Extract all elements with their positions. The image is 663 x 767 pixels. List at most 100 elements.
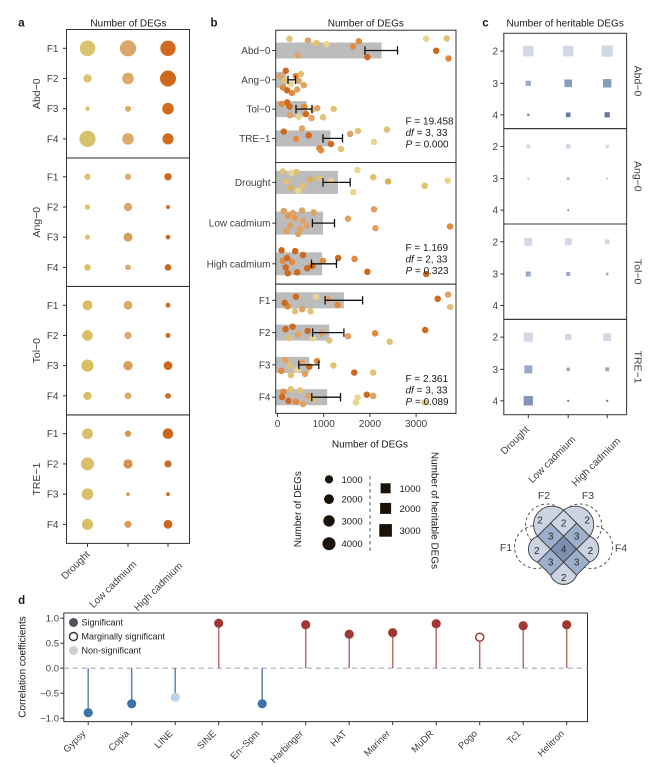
svg-text:F1: F1 — [47, 429, 59, 440]
svg-text:F3: F3 — [47, 361, 59, 372]
svg-text:0: 0 — [275, 419, 281, 430]
svg-text:0.0: 0.0 — [46, 664, 59, 675]
svg-text:Number of DEGs: Number of DEGs — [90, 19, 166, 30]
svg-text:a: a — [18, 17, 25, 29]
svg-text:P = 0.000: P = 0.000 — [406, 140, 450, 151]
svg-text:df = 3, 33: df = 3, 33 — [406, 128, 448, 139]
svg-text:2: 2 — [492, 47, 498, 58]
svg-text:2: 2 — [492, 237, 498, 248]
svg-text:TRE−1: TRE−1 — [31, 463, 43, 496]
svg-text:4000: 4000 — [342, 539, 363, 550]
svg-text:d: d — [18, 595, 25, 607]
svg-text:F1: F1 — [500, 542, 512, 554]
svg-text:F = 19.458: F = 19.458 — [406, 117, 455, 128]
svg-text:Abd−0: Abd−0 — [632, 66, 644, 97]
svg-text:2000: 2000 — [359, 419, 382, 430]
svg-text:F2: F2 — [47, 202, 59, 213]
svg-text:Tol−0: Tol−0 — [246, 105, 271, 116]
svg-text:F2: F2 — [47, 331, 59, 342]
svg-text:Low cadmium: Low cadmium — [209, 219, 271, 230]
svg-text:Number of DEGs: Number of DEGs — [332, 440, 408, 451]
svg-text:3: 3 — [492, 365, 498, 376]
svg-text:High cadmium: High cadmium — [207, 259, 271, 270]
svg-text:4: 4 — [492, 110, 498, 121]
svg-text:F3: F3 — [582, 490, 594, 502]
svg-text:2: 2 — [584, 516, 590, 527]
svg-text:F1: F1 — [47, 172, 59, 183]
svg-text:F4: F4 — [47, 391, 59, 402]
svg-text:b: b — [210, 17, 217, 29]
svg-text:4: 4 — [492, 396, 498, 407]
svg-text:Significant: Significant — [82, 618, 124, 628]
svg-text:F3: F3 — [47, 104, 59, 115]
svg-text:Abd−0: Abd−0 — [241, 46, 271, 57]
svg-text:1000: 1000 — [400, 484, 421, 495]
svg-text:3000: 3000 — [342, 516, 363, 527]
svg-text:Correlation coefficients: Correlation coefficients — [18, 616, 29, 718]
svg-text:Ang−0: Ang−0 — [31, 207, 43, 238]
svg-text:F4: F4 — [259, 393, 271, 404]
svg-text:F4: F4 — [47, 134, 59, 145]
svg-text:Drought: Drought — [235, 178, 271, 189]
svg-text:F2: F2 — [47, 459, 59, 470]
svg-text:Marginally significant: Marginally significant — [82, 632, 166, 642]
svg-text:2: 2 — [492, 333, 498, 344]
svg-text:c: c — [482, 17, 489, 29]
svg-text:−0.5: −0.5 — [40, 689, 59, 700]
svg-text:Abd−0: Abd−0 — [31, 78, 43, 109]
svg-text:F1: F1 — [259, 296, 271, 307]
svg-text:2: 2 — [534, 546, 540, 557]
svg-text:TRE−1: TRE−1 — [632, 351, 644, 384]
svg-text:2: 2 — [561, 573, 567, 584]
svg-text:F4: F4 — [615, 543, 627, 555]
svg-text:4: 4 — [492, 206, 498, 217]
svg-text:1.0: 1.0 — [46, 614, 59, 625]
svg-text:Ang−0: Ang−0 — [241, 75, 271, 86]
svg-text:3: 3 — [548, 532, 554, 543]
svg-text:2: 2 — [537, 516, 543, 527]
svg-text:1000: 1000 — [313, 419, 336, 430]
svg-text:3: 3 — [492, 174, 498, 185]
svg-text:2: 2 — [561, 519, 567, 530]
svg-text:F1: F1 — [47, 301, 59, 312]
svg-text:TRE−1: TRE−1 — [239, 134, 271, 145]
svg-text:2: 2 — [588, 546, 594, 557]
svg-text:Ang−0: Ang−0 — [632, 161, 644, 192]
svg-text:P = 0.089: P = 0.089 — [406, 397, 450, 408]
svg-text:df = 2, 33: df = 2, 33 — [406, 255, 448, 266]
svg-text:Number of heritable DEGs: Number of heritable DEGs — [429, 452, 440, 569]
svg-text:Number of DEGs: Number of DEGs — [293, 471, 304, 547]
svg-text:0.5: 0.5 — [46, 639, 59, 650]
svg-text:2000: 2000 — [342, 495, 363, 506]
svg-text:3: 3 — [574, 558, 580, 569]
svg-text:F = 1.169: F = 1.169 — [406, 243, 449, 254]
svg-text:2000: 2000 — [400, 504, 421, 515]
svg-text:1000: 1000 — [342, 475, 363, 486]
svg-text:3: 3 — [548, 558, 554, 569]
svg-text:F3: F3 — [259, 360, 271, 371]
svg-text:F3: F3 — [47, 490, 59, 501]
svg-text:3: 3 — [492, 79, 498, 90]
svg-text:Tol−0: Tol−0 — [632, 259, 644, 285]
svg-text:3000: 3000 — [400, 526, 421, 537]
svg-text:F3: F3 — [47, 233, 59, 244]
svg-text:Non-significant: Non-significant — [82, 646, 142, 656]
svg-text:Number of heritable DEGs: Number of heritable DEGs — [507, 19, 624, 30]
svg-text:F2: F2 — [538, 490, 550, 502]
svg-text:df = 3, 33: df = 3, 33 — [406, 386, 448, 397]
svg-text:F4: F4 — [47, 263, 59, 274]
svg-text:4: 4 — [561, 545, 567, 556]
svg-text:F2: F2 — [259, 328, 271, 339]
svg-text:F2: F2 — [47, 74, 59, 85]
svg-text:F1: F1 — [47, 44, 59, 55]
svg-text:3: 3 — [574, 532, 580, 543]
svg-text:4: 4 — [492, 301, 498, 312]
svg-text:F4: F4 — [47, 520, 59, 531]
svg-text:F = 2.361: F = 2.361 — [406, 374, 449, 385]
svg-text:3: 3 — [492, 270, 498, 281]
svg-text:3000: 3000 — [405, 419, 428, 430]
svg-text:P = 0.323: P = 0.323 — [406, 266, 450, 277]
svg-text:Tol−0: Tol−0 — [31, 338, 43, 364]
svg-text:2: 2 — [492, 142, 498, 153]
svg-text:−1.0: −1.0 — [40, 714, 59, 725]
